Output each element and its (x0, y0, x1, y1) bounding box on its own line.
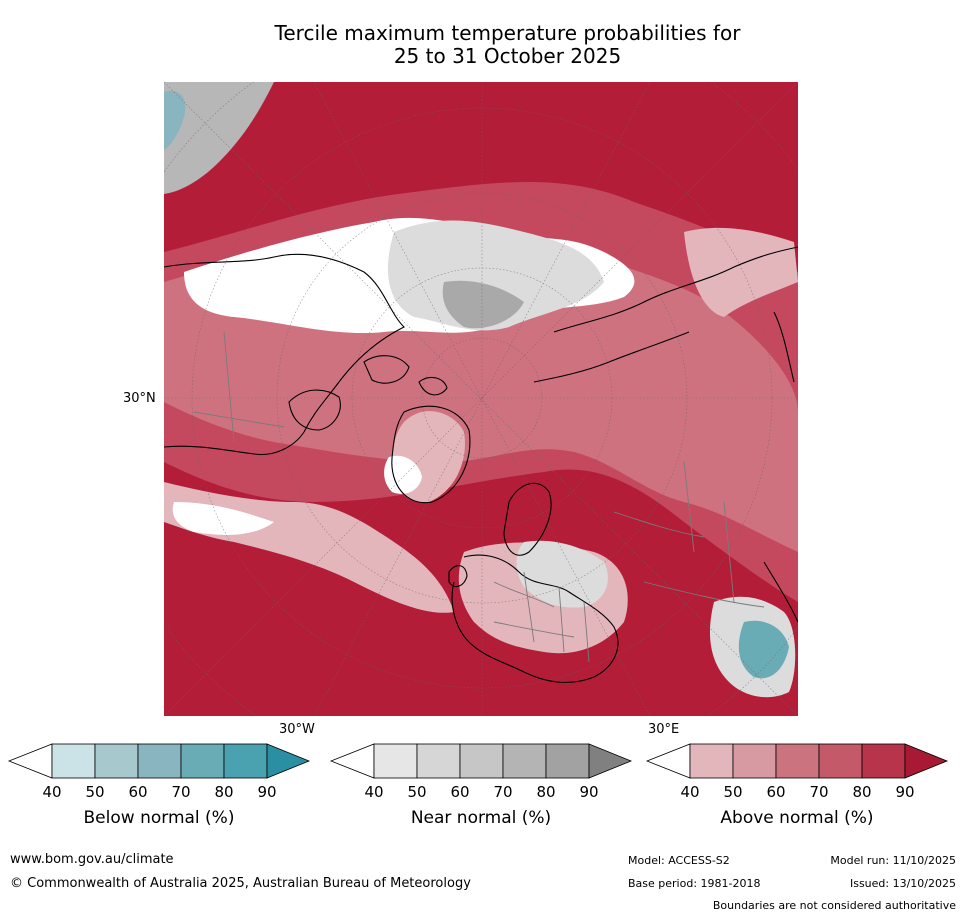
colorbar-below-seg-1 (51, 743, 96, 779)
colorbar-near-seg-5 (545, 743, 590, 779)
title-line-2: 25 to 31 October 2025 (393, 44, 622, 68)
colorbar-above-seg-3 (775, 743, 820, 779)
coastline-eurasia-north (553, 246, 798, 333)
footer-base-period: Base period: 1981-2018 (628, 877, 761, 890)
colorbar-near-seg-1 (373, 743, 418, 779)
colorbar-below-tick-40: 40 (42, 783, 62, 801)
colorbar-above-tick-40: 40 (680, 783, 700, 801)
colorbar-below-high-arrow (266, 743, 311, 779)
coastline-scandinavia (503, 482, 552, 556)
lon-label-30w: 30°W (279, 722, 315, 737)
chart-title: Tercile maximum temperature probabilitie… (160, 22, 855, 68)
colorbar-near-tick-40: 40 (364, 783, 384, 801)
colorbar-below-low-arrow (7, 743, 53, 779)
colorbar-below-label: Below normal (%) (83, 808, 235, 828)
coastline-greenland (391, 405, 471, 504)
zone-near-normal-light (387, 220, 604, 331)
footer-issued: Issued: 13/10/2025 (849, 877, 956, 890)
coastline-britain (448, 565, 468, 588)
colorbar-near-seg-4 (502, 743, 547, 779)
coastline-europe (451, 554, 619, 683)
colorbar-above-seg-1 (689, 743, 734, 779)
colorbar-below-tick-80: 80 (214, 783, 234, 801)
colorbar-near-seg-2 (416, 743, 461, 779)
colorbar-below-seg-5 (223, 743, 268, 779)
footer-website: www.bom.gov.au/climate (10, 852, 174, 867)
colorbar-above-tick-50: 50 (723, 783, 743, 801)
lat-label-30n: 30°N (123, 391, 156, 406)
colorbar-above-low-arrow (645, 743, 691, 779)
colorbar-near-tick-90: 90 (579, 783, 599, 801)
zone-greenland-white (384, 455, 422, 494)
colorbar-above-tick-80: 80 (852, 783, 872, 801)
borders-north-america (193, 331, 285, 443)
coastline-hudson (288, 389, 341, 431)
colorbar-near-tick-50: 50 (407, 783, 427, 801)
colorbar-below-tick-50: 50 (85, 783, 105, 801)
footer-disclaimer: Boundaries are not considered authoritat… (712, 899, 956, 912)
colorbar-above-seg-2 (732, 743, 777, 779)
coastline-north-america (164, 253, 405, 456)
colorbar-near-tick-80: 80 (536, 783, 556, 801)
zone-near-normal-dark (442, 280, 524, 329)
lon-label-30e: 30°E (648, 722, 680, 737)
footer-copyright: © Commonwealth of Australia 2025, Austra… (10, 876, 471, 891)
colorbar-below-tick-90: 90 (257, 783, 277, 801)
zone-asia-teal (738, 620, 789, 679)
colorbar-above-high-arrow (904, 743, 949, 779)
colorbar-below-seg-2 (94, 743, 139, 779)
colorbar-near-tick-60: 60 (450, 783, 470, 801)
colorbar-below-seg-4 (180, 743, 225, 779)
coastline-asia-east (763, 311, 798, 623)
colorbar-near-low-arrow (329, 743, 375, 779)
colorbar-above-tick-70: 70 (809, 783, 829, 801)
colorbar-near-high-arrow (588, 743, 633, 779)
colorbar-near-seg-3 (459, 743, 504, 779)
colorbar-below-tick-60: 60 (128, 783, 148, 801)
colorbar-above-svg (645, 743, 949, 779)
zone-europe-grey (516, 540, 608, 608)
probability-map (164, 82, 798, 716)
colorbar-above-label: Above normal (%) (720, 808, 874, 828)
coastline-arctic-islands (363, 355, 448, 396)
colorbar-above-seg-4 (818, 743, 863, 779)
zone-east-white (684, 227, 798, 317)
borders-europe (493, 571, 590, 663)
colorbar-below-seg-3 (137, 743, 182, 779)
zone-atlantic-white (172, 502, 274, 535)
zone-top-left (164, 82, 274, 194)
borders-asia (613, 461, 765, 608)
footer-model: Model: ACCESS-S2 (628, 854, 730, 867)
colorbar-near-label: Near normal (%) (410, 808, 552, 828)
colorbar-below-svg (7, 743, 311, 779)
colorbar-near-tick-70: 70 (493, 783, 513, 801)
title-line-1: Tercile maximum temperature probabilitie… (274, 21, 741, 45)
zone-top-left-teal (164, 90, 186, 150)
colorbar-above-seg-5 (861, 743, 906, 779)
colorbar-below-tick-70: 70 (171, 783, 191, 801)
colorbar-near-svg (329, 743, 633, 779)
colorbar-above-tick-60: 60 (766, 783, 786, 801)
footer-model-run: Model run: 11/10/2025 (830, 854, 956, 867)
colorbar-above-tick-90: 90 (895, 783, 915, 801)
coastline-siberia (533, 331, 690, 383)
